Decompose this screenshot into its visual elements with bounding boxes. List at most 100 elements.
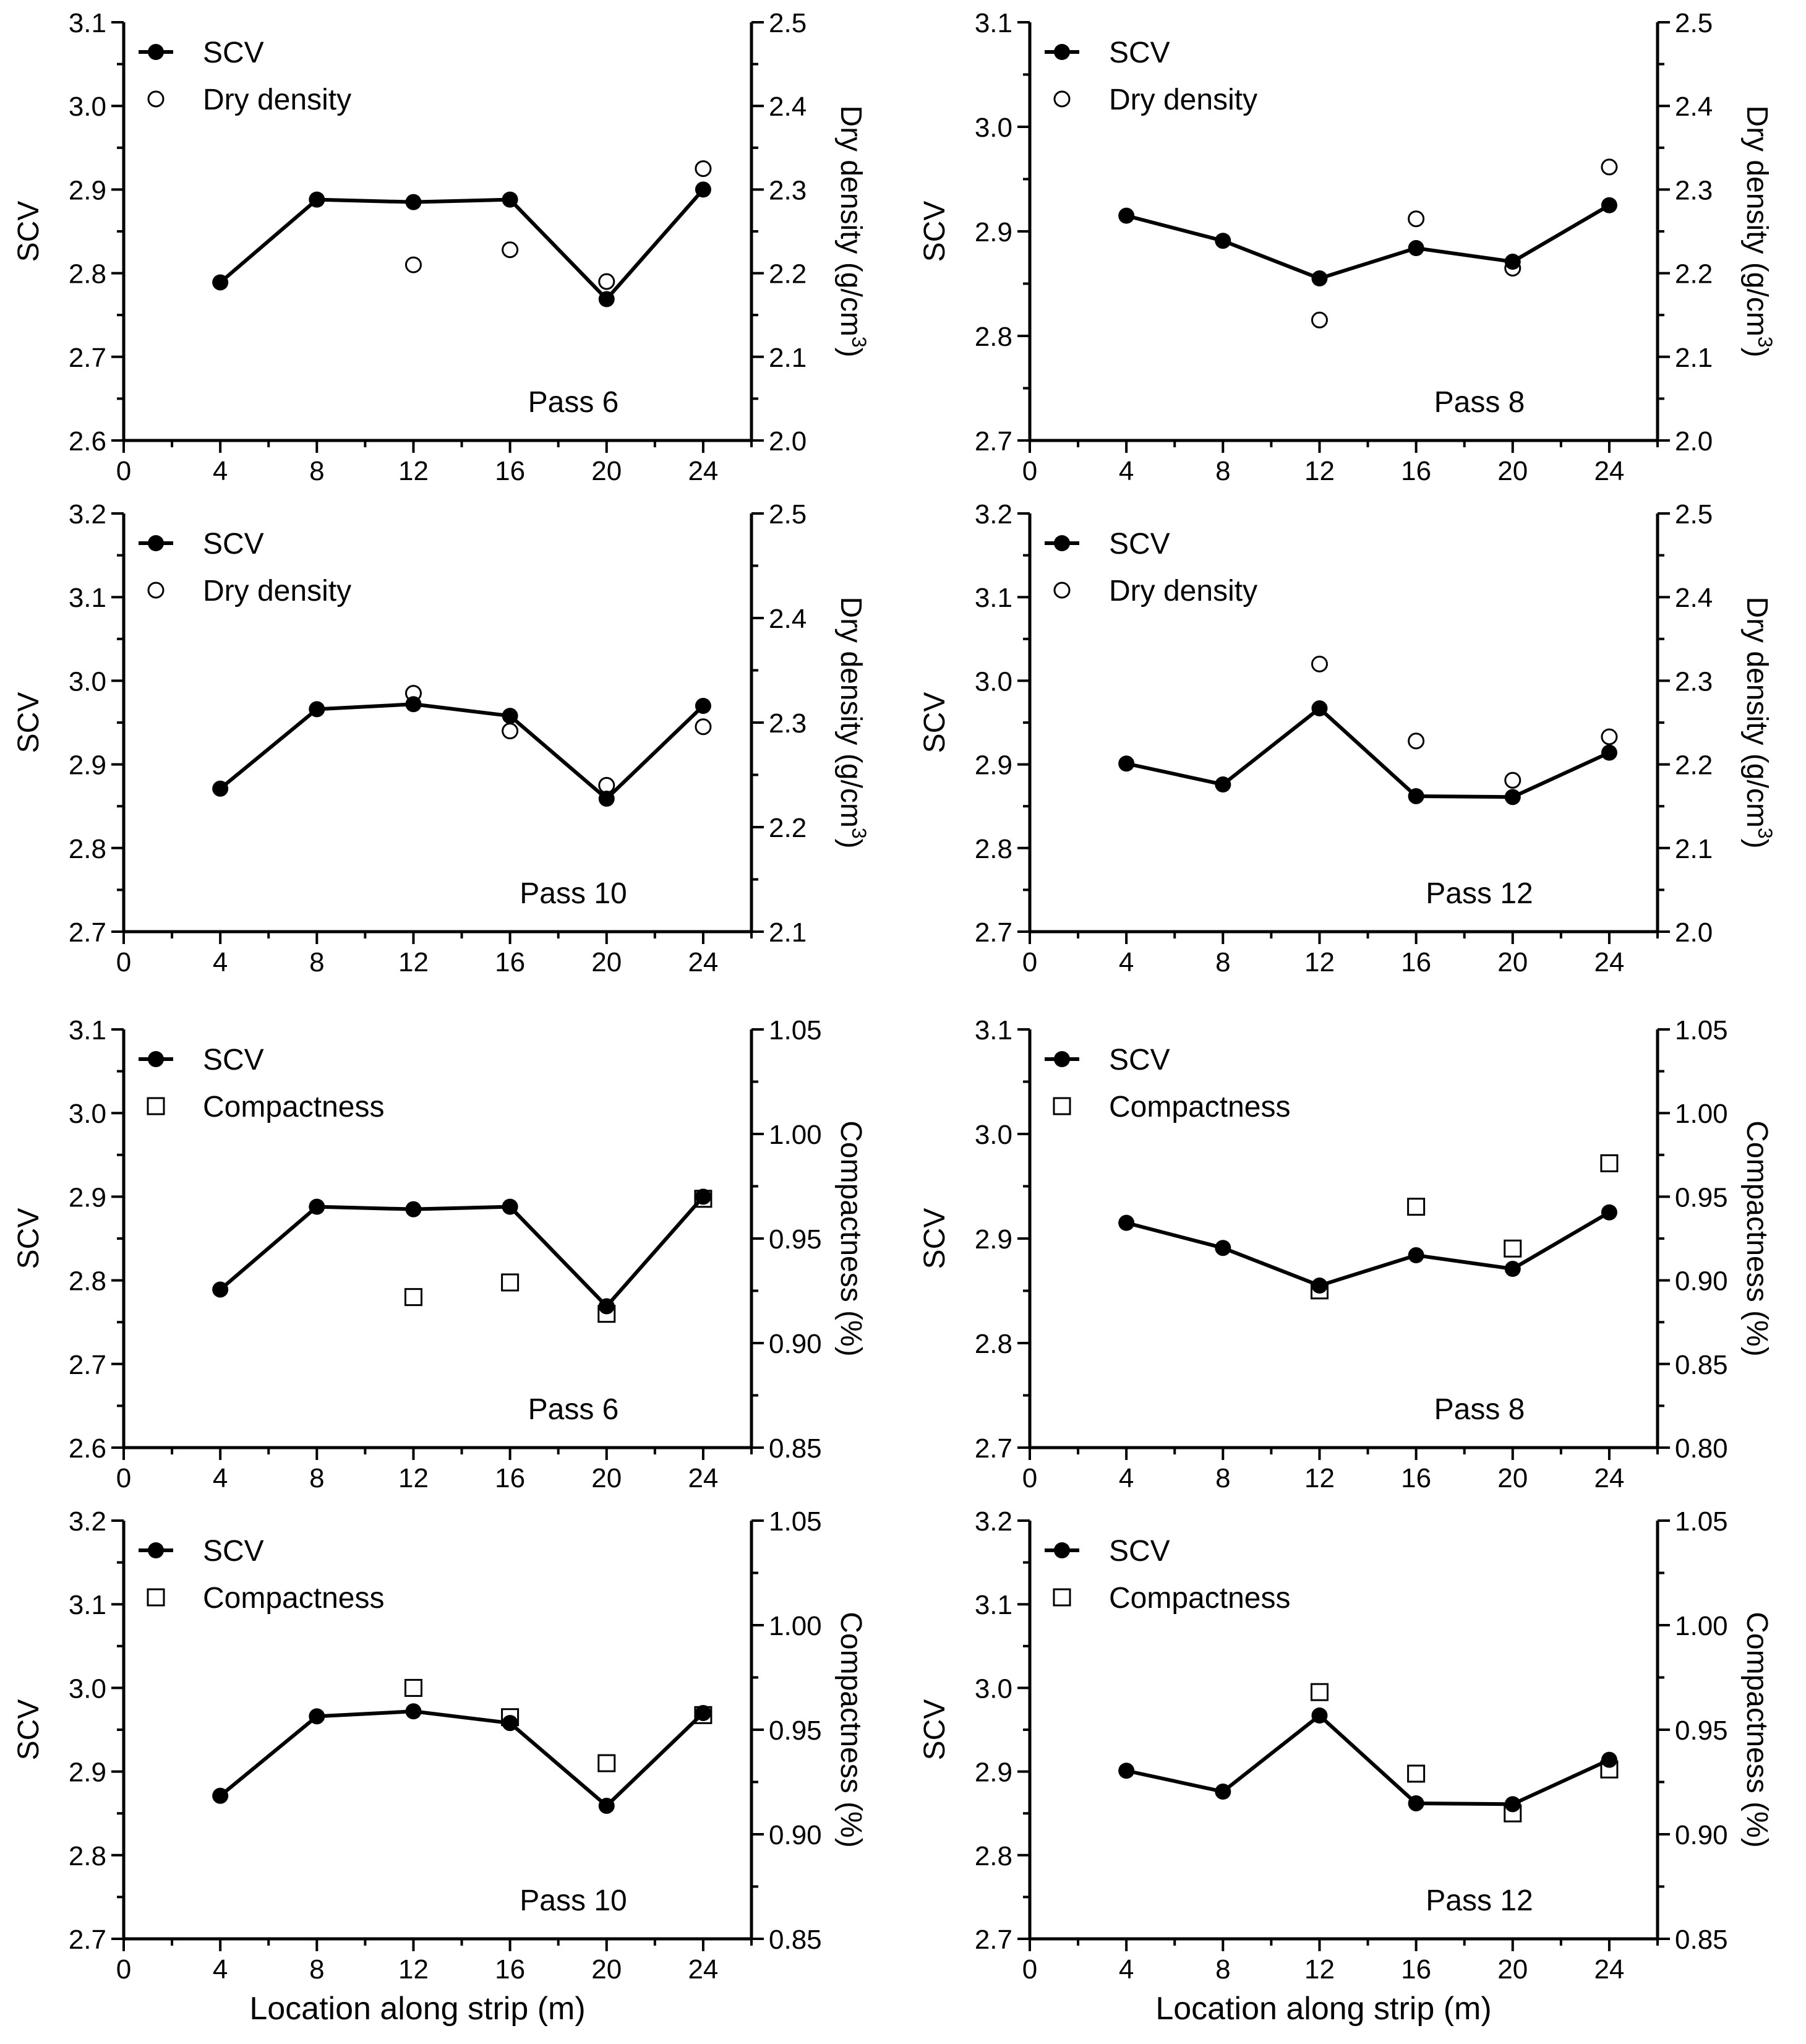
left-axis-title: SCV [918, 1699, 951, 1761]
left-tick-label: 2.7 [69, 343, 106, 373]
scv-point [405, 1201, 422, 1217]
scv-point [1408, 240, 1424, 257]
x-tick-label: 24 [1594, 947, 1624, 977]
left-tick-label: 3.1 [975, 1590, 1012, 1620]
x-tick-label: 4 [1119, 456, 1134, 486]
scv-point [405, 1703, 422, 1720]
right-tick-label: 0.90 [1675, 1266, 1728, 1297]
left-tick-label: 3.0 [975, 113, 1012, 143]
left-tick-label: 2.8 [975, 322, 1012, 352]
x-tick-label: 20 [1497, 947, 1528, 977]
chart-panel-7: 0 4 8 12 16 20 24 2.7 2.8 2.9 3.0 3.1 3.2 0.85 0.90 0.9… [12, 1506, 867, 2027]
scv-point [502, 1715, 518, 1732]
dry-density-point [1408, 732, 1425, 750]
left-tick-label: 2.8 [69, 834, 106, 864]
right-tick-label: 2.4 [769, 604, 807, 634]
compactness-point [694, 1190, 713, 1208]
right-tick-label: 2.1 [1675, 834, 1713, 864]
x-tick-label: 12 [1304, 947, 1335, 977]
right-axis-title: Compactness (%) [834, 1120, 867, 1356]
legend-dry-density-marker [147, 582, 165, 599]
left-tick-label: 3.1 [975, 1015, 1012, 1046]
left-axis-title: SCV [12, 692, 45, 754]
left-tick-label: 3.0 [975, 666, 1012, 697]
left-tick-label: 2.9 [69, 175, 106, 205]
scv-point [1215, 776, 1231, 793]
left-axis-title: SCV [918, 201, 951, 262]
x-tick-label: 12 [1304, 1463, 1335, 1493]
dry-density-point [1311, 311, 1328, 328]
right-tick-label: 0.80 [1675, 1433, 1728, 1464]
scv-point [1311, 1707, 1328, 1724]
legend-series2-label: Dry density [1109, 84, 1257, 116]
x-tick-label: 20 [1497, 1954, 1528, 1985]
dry-density-point [404, 256, 422, 273]
pass-label: Pass 12 [1426, 877, 1533, 910]
scv-point [309, 1198, 325, 1215]
right-tick-label: 2.2 [769, 259, 807, 290]
scv-point [1408, 1795, 1424, 1811]
right-tick-label: 0.90 [769, 1820, 822, 1850]
left-tick-label: 3.0 [69, 1099, 106, 1129]
compactness-point [501, 1273, 520, 1292]
right-axis-title-text: Compactness (%) [1740, 1120, 1773, 1356]
compactness-point [1407, 1198, 1426, 1216]
dry-density-point [695, 718, 712, 736]
left-tick-label: 2.9 [975, 750, 1012, 781]
right-tick-label: 2.5 [769, 8, 807, 38]
x-tick-label: 4 [1119, 1954, 1134, 1985]
x-tick-label: 16 [1401, 456, 1431, 486]
scv-point [309, 1708, 325, 1725]
scv-point [1504, 1261, 1521, 1278]
x-tick-label: 8 [309, 947, 324, 977]
right-axis-title-superscript: 3 [848, 337, 870, 348]
scv-point [502, 1198, 518, 1215]
chart-panel-1: 0 4 8 12 16 20 24 2.6 2.7 2.8 2.9 3.0 3.1 2.0 2.1 2.2 2.… [12, 8, 870, 486]
x-tick-label: 8 [309, 1954, 324, 1985]
scv-point [1601, 1204, 1617, 1221]
legend-compactness-marker [1053, 1097, 1071, 1115]
right-tick-label: 2.4 [1675, 92, 1713, 122]
chart-panel-2: 0 4 8 12 16 20 24 2.7 2.8 2.9 3.0 3.1 2.0 2.1 2.2 2.3 2.… [918, 8, 1776, 486]
scv-point [1601, 1751, 1617, 1768]
scv-series-line [1126, 204, 1611, 281]
legend-series2-label: Compactness [1109, 1091, 1290, 1123]
x-tick-label: 16 [1401, 947, 1431, 977]
legend-scv-label: SCV [203, 1535, 264, 1568]
scv-point [1215, 1240, 1231, 1256]
chart-panel-8: 0 4 8 12 16 20 24 2.7 2.8 2.9 3.0 3.1 3.2 0.85 0.90 0.9… [918, 1506, 1773, 2027]
right-axis-title: Dry density (g/cm3) [834, 596, 870, 848]
legend-scv-marker [1054, 1051, 1070, 1067]
legend-scv-marker [1054, 535, 1070, 551]
left-tick-label: 2.7 [69, 917, 106, 948]
right-tick-label: 2.2 [769, 813, 807, 843]
left-tick-label: 2.8 [975, 1841, 1012, 1871]
scv-point [1215, 233, 1231, 249]
x-axis-title: Location along strip (m) [1155, 1991, 1491, 2027]
x-tick-label: 0 [1022, 1954, 1037, 1985]
dry-density-point [695, 160, 712, 178]
left-tick-label: 2.8 [69, 259, 106, 290]
x-tick-label: 0 [116, 947, 131, 977]
right-tick-label: 2.3 [1675, 175, 1713, 205]
left-tick-label: 2.9 [975, 1758, 1012, 1788]
left-tick-label: 2.7 [69, 1925, 106, 1955]
scv-point [695, 1704, 711, 1721]
scv-point [212, 1281, 229, 1298]
legend-compactness-marker [147, 1097, 165, 1115]
right-axis-title: Compactness (%) [1740, 1120, 1773, 1356]
legend-scv-label: SCV [203, 1044, 264, 1076]
pass-label: Pass 6 [528, 386, 619, 419]
right-tick-label: 0.90 [1675, 1820, 1728, 1850]
pass-label: Pass 8 [1434, 1393, 1525, 1426]
pass-label: Pass 10 [520, 1884, 627, 1917]
left-tick-label: 3.1 [975, 8, 1012, 38]
x-tick-label: 8 [309, 456, 324, 486]
compactness-point [597, 1754, 616, 1772]
x-tick-label: 0 [116, 1463, 131, 1493]
left-tick-label: 3.2 [69, 1506, 106, 1537]
left-axis-title: SCV [918, 692, 951, 754]
x-tick-label: 24 [1594, 456, 1624, 486]
compactness-point [1504, 1239, 1522, 1258]
x-tick-label: 12 [1304, 456, 1335, 486]
